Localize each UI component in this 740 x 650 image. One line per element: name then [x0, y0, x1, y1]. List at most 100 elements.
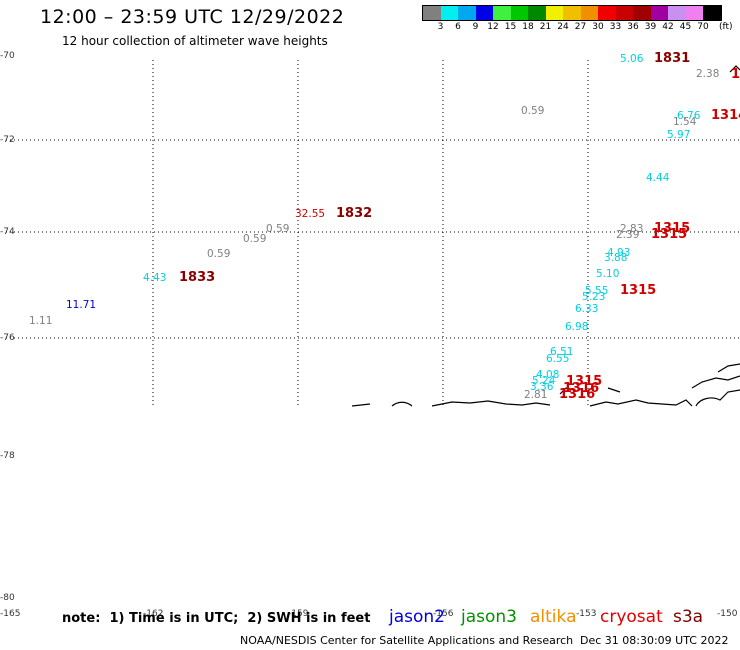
lat-label: -70 — [0, 51, 15, 61]
wave-height-value: 11.71 — [66, 299, 97, 311]
scale-swatch — [598, 6, 616, 20]
pass-time-label: 1315 — [651, 227, 688, 242]
scale-swatch — [510, 6, 528, 20]
map-subtitle: 12 hour collection of altimeter wave hei… — [62, 34, 328, 48]
pass-time-label: 1831 — [654, 51, 691, 66]
scale-tick-label: 27 — [574, 22, 587, 32]
scale-swatch — [475, 6, 493, 20]
pass-time-label: 1315 — [620, 283, 657, 298]
wave-height-value: 6.51 — [550, 346, 574, 358]
scale-tick-label: 3 — [437, 22, 444, 32]
footer-credit: NOAA/NESDIS Center for Satellite Applica… — [240, 634, 574, 647]
scale-tick-label: 21 — [539, 22, 552, 32]
scale-swatch — [545, 6, 563, 20]
lon-label: -165 — [0, 609, 21, 619]
wave-height-value: 4.43 — [143, 272, 167, 284]
pass-time-label: 1316 — [563, 381, 600, 396]
wave-height-value: 2.81 — [524, 389, 548, 401]
scale-swatch — [563, 6, 581, 20]
scale-tick-label: 70 — [697, 22, 709, 32]
scale-tick-label: 24 — [557, 22, 569, 32]
wave-height-value: 5.24 — [532, 375, 556, 387]
legend-s3a: s3a — [673, 607, 704, 627]
scale-swatch — [423, 6, 441, 20]
scale-tick-label: 36 — [627, 22, 639, 32]
wave-height-value: 32.55 — [295, 208, 326, 220]
scale-swatch — [650, 6, 668, 20]
wave-height-value: 5.06 — [620, 53, 644, 65]
lon-label: -150 — [717, 609, 738, 619]
wave-height-value: 5.97 — [667, 129, 691, 141]
scale-tick-label: 18 — [522, 22, 534, 32]
wave-height-color-scale — [422, 5, 722, 21]
scale-tick-label: 30 — [592, 22, 604, 32]
pass-time-label: 1315 — [566, 374, 603, 389]
lat-label: -78 — [0, 451, 15, 461]
lon-label: -159 — [288, 609, 309, 619]
wave-height-value: 2.39 — [616, 229, 640, 241]
scale-swatch — [685, 6, 703, 20]
wave-height-value: 5.23 — [582, 291, 606, 303]
wave-height-value: 0.59 — [243, 233, 267, 245]
scale-swatch — [633, 6, 651, 20]
lon-label: -162 — [143, 609, 164, 619]
footer-timestamp: Dec 31 08:30:09 UTC 2022 — [580, 634, 729, 647]
wave-height-value: 4.08 — [536, 369, 560, 381]
wave-height-value: 6.55 — [546, 353, 570, 365]
wave-height-value: 3.88 — [604, 252, 628, 264]
wave-height-value: 6.98 — [565, 321, 589, 333]
scale-swatch — [615, 6, 633, 20]
wave-height-value: 5.55 — [585, 285, 609, 297]
wave-height-value: 1.11 — [29, 315, 53, 327]
pass-time-label: 1314 — [711, 108, 740, 123]
wave-height-value: 1.54 — [673, 116, 697, 128]
pass-time-label: 1315 — [654, 221, 691, 236]
wave-height-value: 0.59 — [521, 105, 545, 117]
wave-height-value: 0.59 — [207, 248, 231, 260]
wave-height-value: 0.59 — [266, 223, 290, 235]
wave-height-value: 6.76 — [677, 110, 701, 122]
lat-label: -72 — [0, 135, 15, 145]
scale-tick-label: 42 — [662, 22, 674, 32]
lat-label: -74 — [0, 227, 15, 237]
legend-altika: altika — [530, 607, 577, 627]
wave-height-value: 6.33 — [575, 303, 599, 315]
lon-label: -153 — [576, 609, 597, 619]
scale-swatch — [703, 6, 721, 20]
scale-tick-label: 33 — [609, 22, 622, 32]
wave-height-value: 4.93 — [607, 247, 631, 259]
color-scale-labels: 3 6 9 12 15 18 21 24 27 30 33 36 39 42 45 70 — [422, 22, 740, 34]
wave-height-value: 3.36 — [530, 381, 554, 393]
scale-tick-label: 6 — [455, 22, 461, 32]
color-scale-unit: (ft) — [719, 22, 733, 32]
wave-height-value: 2.38 — [696, 68, 720, 80]
lat-label: -80 — [0, 593, 15, 603]
scale-tick-label: 39 — [644, 22, 657, 32]
pass-time-label: 1833 — [179, 270, 216, 285]
wave-height-value: 4.44 — [646, 172, 670, 184]
scale-tick-label: 12 — [487, 22, 499, 32]
wave-height-value: 5.10 — [596, 268, 620, 280]
scale-swatch — [440, 6, 458, 20]
graticule — [6, 60, 740, 406]
scale-swatch — [458, 6, 476, 20]
scale-tick-label: 15 — [504, 22, 517, 32]
scale-tick-label: 45 — [679, 22, 692, 32]
scale-swatch — [668, 6, 686, 20]
scale-tick-label: 9 — [472, 22, 479, 32]
coastline — [351, 65, 740, 407]
lat-label: -76 — [0, 333, 15, 343]
pass-time-label: 1 — [731, 67, 740, 82]
pass-time-label: 1832 — [336, 206, 373, 221]
lon-label: -156 — [433, 609, 454, 619]
legend-cryosat: cryosat — [600, 607, 663, 627]
scale-swatch — [580, 6, 598, 20]
units-note: note: 1) Time is in UTC; 2) SWH is in fe… — [62, 611, 371, 626]
scale-swatch — [528, 6, 546, 20]
pass-time-label: 1316 — [559, 387, 596, 402]
legend-jason3: jason3 — [461, 607, 517, 627]
scale-swatch — [493, 6, 511, 20]
map-title: 12:00 – 23:59 UTC 12/29/2022 — [40, 6, 345, 28]
